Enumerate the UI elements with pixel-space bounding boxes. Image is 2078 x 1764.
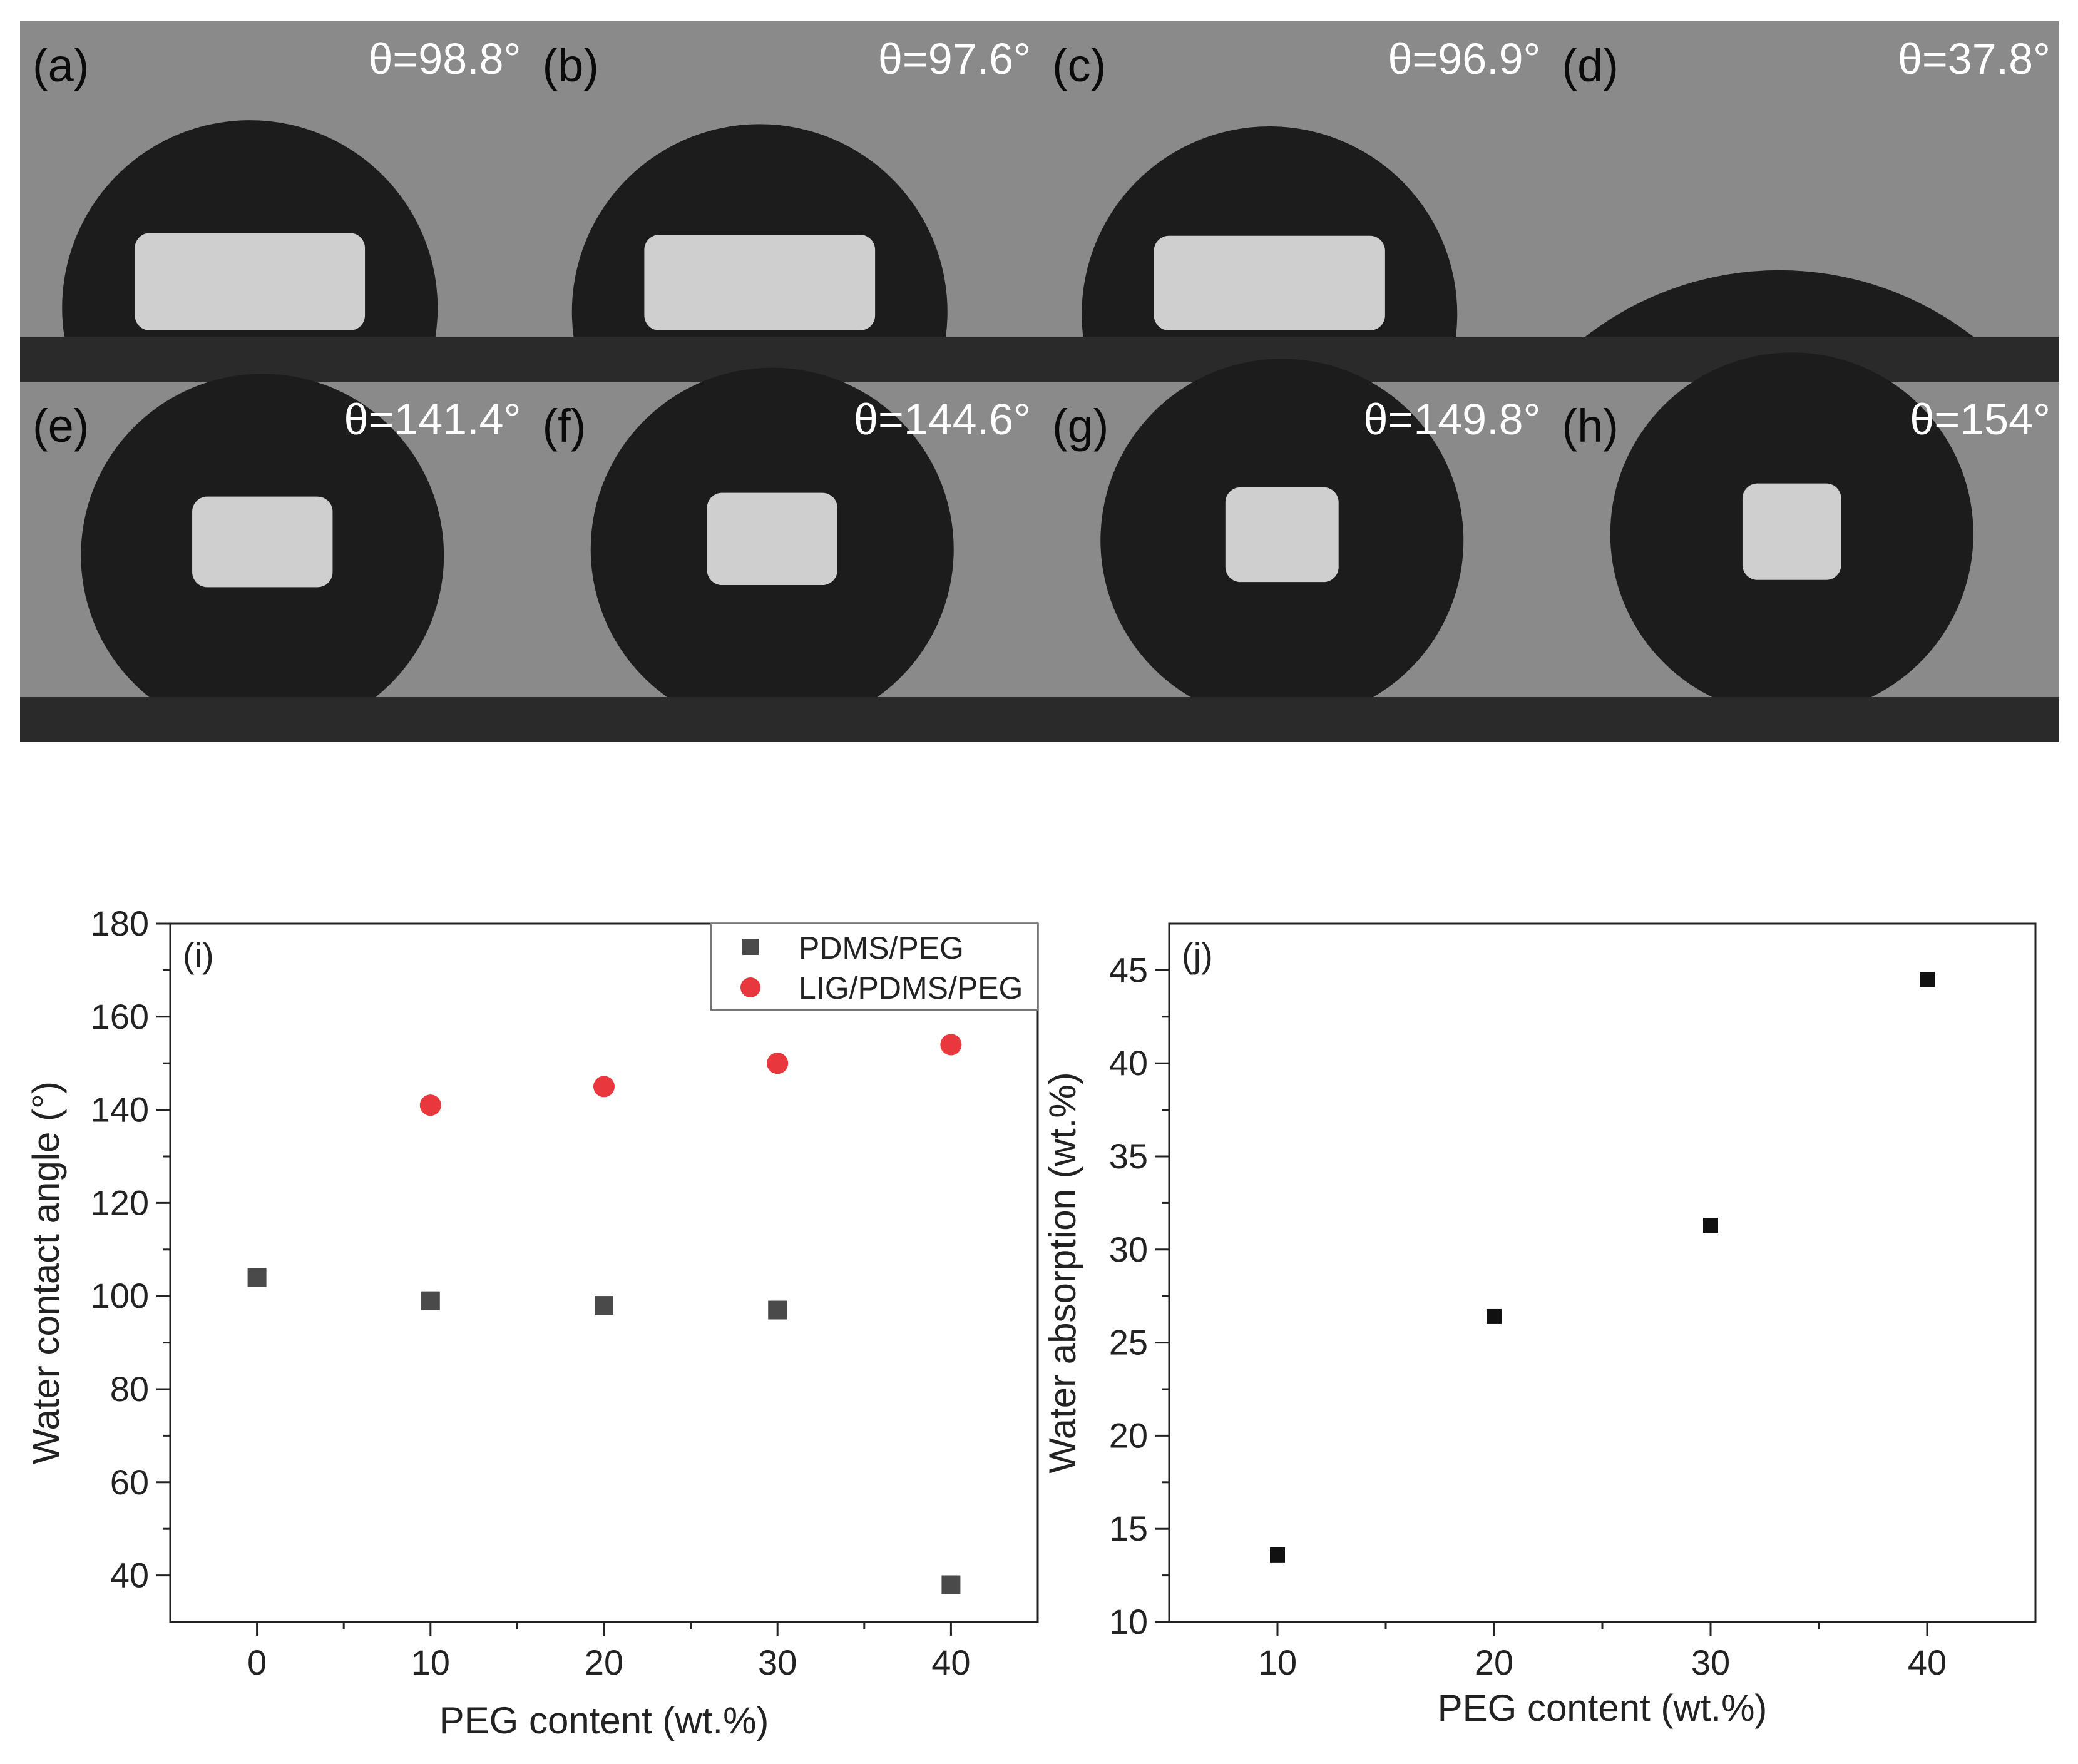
- contact-angle-readout: θ=98.8°: [368, 34, 521, 83]
- y-tick-label: 10: [1109, 1602, 1148, 1641]
- photo-panel-label: (c): [1052, 39, 1106, 91]
- photo-panel: (g) θ=149.8°: [1040, 359, 1550, 742]
- y-tick-label: 40: [110, 1556, 149, 1595]
- data-point: [767, 1053, 789, 1074]
- water-absorption-chart: 10 20 30 40 10 15 20 25 30 35 40 45 PEG content (wt.…: [1042, 922, 2037, 1729]
- contact-angle-readout: θ=149.8°: [1364, 395, 1541, 444]
- contact-angle-readout: θ=154°: [1910, 395, 2050, 444]
- data-point: [1703, 1218, 1718, 1233]
- y-tick-label: 160: [91, 997, 149, 1036]
- photo-panel: (b) θ=97.6°: [530, 21, 1040, 382]
- legend-entry: PDMS/PEG: [799, 930, 964, 966]
- y-axis-label: Water absorption (wt.%): [1042, 1072, 1083, 1473]
- droplet-reflection: [644, 235, 876, 330]
- legend-frame: [710, 923, 1038, 1011]
- contact-angle-chart: 0 10 20 30 40 40 60 80 100 120 140 160 180 PEG conten…: [25, 904, 1039, 1741]
- droplet-reflection: [1154, 235, 1385, 330]
- y-tick-label: 30: [1109, 1230, 1148, 1269]
- photo-panel-label: (h): [1562, 400, 1619, 452]
- data-point: [593, 1076, 615, 1098]
- data-point: [1270, 1547, 1285, 1563]
- legend-marker-lig-pdms-peg: [740, 977, 760, 997]
- data-point: [768, 1300, 787, 1320]
- photo-panel-label: (d): [1562, 39, 1619, 91]
- y-tick-label: 180: [91, 904, 149, 943]
- y-tick-label: 60: [110, 1462, 149, 1502]
- photo-panel: (d) θ=37.8°: [1549, 21, 2059, 382]
- photo-panel-label: (f): [543, 400, 586, 452]
- x-tick-label: 40: [931, 1643, 970, 1682]
- photo-panel-label: (b): [543, 39, 599, 91]
- contact-angle-readout: θ=37.8°: [1898, 34, 2050, 83]
- water-droplet: [1585, 270, 1973, 337]
- legend-entry: LIG/PDMS/PEG: [799, 971, 1023, 1006]
- y-tick-label: 15: [1109, 1509, 1148, 1548]
- x-tick-label: 10: [411, 1643, 450, 1682]
- photo-panel-label: (e): [33, 400, 89, 452]
- x-tick-label: 40: [1908, 1643, 1947, 1682]
- data-point: [940, 1034, 962, 1056]
- data-point: [1487, 1308, 1502, 1324]
- x-tick-label: 20: [585, 1643, 623, 1682]
- substrate: [20, 697, 530, 742]
- chart-panel-label: (i): [183, 936, 214, 975]
- substrate: [1040, 697, 1550, 742]
- droplet-reflection: [1742, 483, 1841, 580]
- x-axis-label: PEG content (wt.%): [1438, 1687, 1768, 1729]
- data-point: [595, 1296, 613, 1315]
- plot-frame: [169, 922, 1039, 1623]
- substrate: [1549, 697, 2059, 742]
- x-tick-label: 30: [1691, 1643, 1730, 1682]
- substrate: [20, 337, 530, 382]
- x-tick-label: 10: [1258, 1643, 1297, 1682]
- contact-angle-photo-grid: (a) θ=98.8° (b) θ=97.6° (c) θ=96.9° (d) θ=37.8°…: [20, 21, 2059, 742]
- photo-panel: (f) θ=144.6°: [530, 367, 1040, 742]
- droplet-reflection: [707, 492, 837, 586]
- x-axis-label: PEG content (wt.%): [439, 1700, 769, 1741]
- droplet-reflection: [192, 496, 333, 588]
- x-tick-label: 20: [1475, 1643, 1513, 1682]
- y-tick-label: 45: [1109, 950, 1148, 989]
- data-point: [941, 1575, 961, 1594]
- y-tick-label: 120: [91, 1183, 149, 1222]
- data-point: [421, 1291, 440, 1310]
- contact-angle-readout: θ=141.4°: [344, 395, 521, 444]
- data-point: [419, 1094, 441, 1116]
- photo-panel-label: (g): [1052, 400, 1108, 452]
- plot-frame: [1168, 922, 2037, 1623]
- photo-panel: (c) θ=96.9°: [1040, 21, 1550, 382]
- legend: PDMS/PEG LIG/PDMS/PEG: [710, 923, 1038, 1011]
- data-point: [247, 1268, 267, 1287]
- y-axis-label: Water contact angle (°): [25, 1081, 67, 1464]
- x-tick-label: 0: [247, 1643, 267, 1682]
- photo-panel: (h) θ=154°: [1549, 352, 2059, 742]
- droplet-reflection: [135, 233, 366, 330]
- substrate: [530, 697, 1040, 742]
- chart-panel-label: (j): [1182, 936, 1213, 975]
- contact-angle-readout: θ=97.6°: [878, 34, 1031, 83]
- contact-angle-readout: θ=144.6°: [854, 395, 1031, 444]
- y-tick-label: 40: [1109, 1043, 1148, 1083]
- droplet-reflection: [1225, 487, 1339, 583]
- x-tick-label: 30: [758, 1643, 797, 1682]
- contact-angle-readout: θ=96.9°: [1388, 34, 1540, 83]
- y-tick-label: 35: [1109, 1136, 1148, 1176]
- legend-marker-pdms-peg: [742, 939, 759, 955]
- y-tick-label: 25: [1109, 1323, 1148, 1362]
- photo-panel: (e) θ=141.4°: [20, 374, 530, 742]
- y-tick-label: 100: [91, 1276, 149, 1315]
- photo-panel: (a) θ=98.8°: [20, 21, 530, 382]
- y-tick-label: 20: [1109, 1415, 1148, 1455]
- photo-panel-label: (a): [33, 39, 89, 91]
- y-tick-label: 80: [110, 1369, 149, 1409]
- data-point: [1920, 972, 1935, 987]
- y-tick-label: 140: [91, 1090, 149, 1129]
